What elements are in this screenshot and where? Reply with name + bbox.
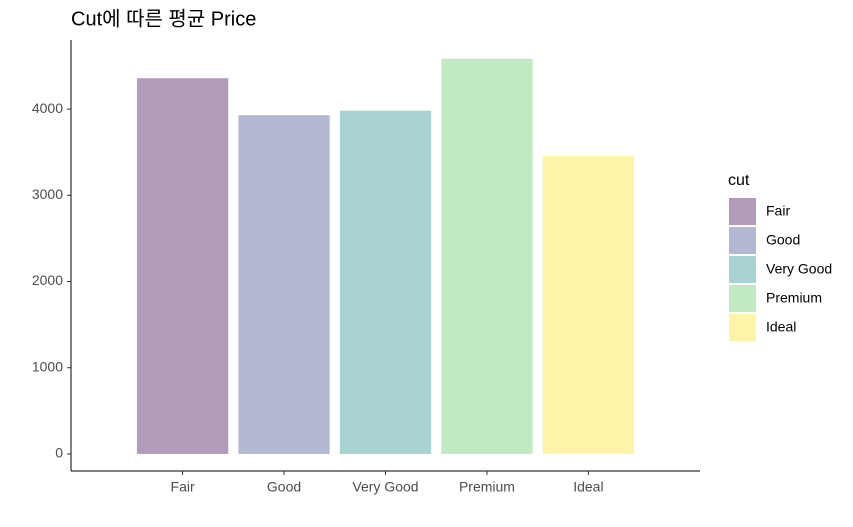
x-tick-label: Very Good [352,479,418,495]
chart-title: Cut에 따른 평균 Price [71,7,256,30]
legend-label: Ideal [766,319,796,335]
legend-key [729,198,756,225]
x-tick-label: Ideal [573,479,603,495]
legend-key [729,314,756,341]
x-tick-label: Fair [171,479,195,495]
legend-label: Very Good [766,261,832,277]
y-tick-label: 0 [55,445,63,461]
x-tick-label: Premium [459,479,515,495]
y-tick-label: 2000 [32,272,63,288]
bar [238,115,330,454]
y-tick-label: 3000 [32,186,63,202]
legend-label: Fair [766,203,790,219]
y-tick-label: 1000 [32,358,63,374]
bar [542,155,635,454]
legend-key [729,227,756,254]
legend-key [729,256,756,283]
legend-key [729,285,756,312]
legend-label: Good [766,232,800,248]
bar [136,78,229,454]
legend-title: cut [728,172,750,189]
x-tick-label: Good [267,479,301,495]
legend-label: Premium [766,290,822,306]
bar [339,110,432,454]
y-tick-label: 4000 [32,100,63,116]
bar [441,58,533,454]
